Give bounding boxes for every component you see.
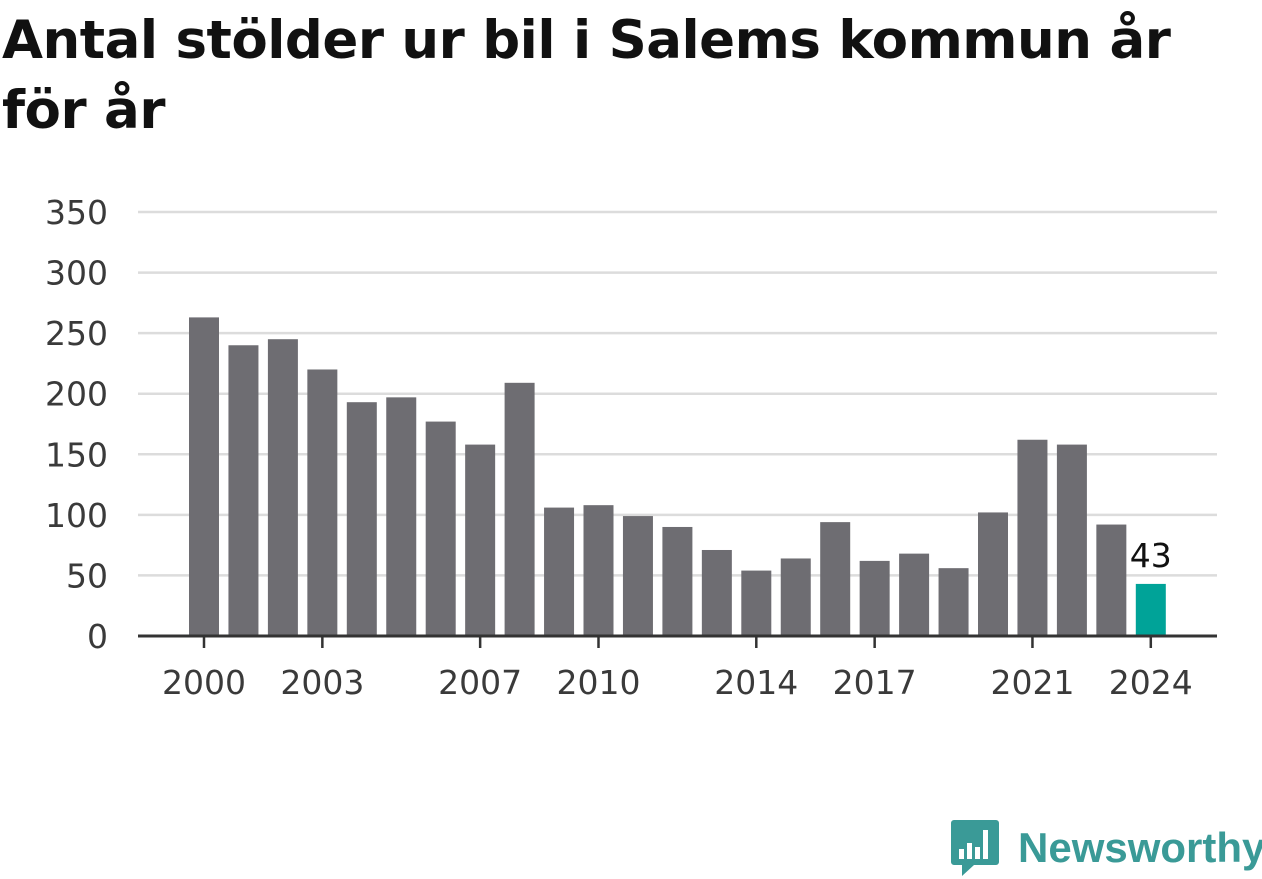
x-tick-label: 2021 bbox=[990, 663, 1074, 702]
bar-2019 bbox=[938, 568, 969, 636]
x-tick-label: 2017 bbox=[833, 663, 917, 702]
bar-2005 bbox=[386, 397, 417, 636]
bar-2022 bbox=[1056, 444, 1087, 636]
brand-name: Newsworthy bbox=[1018, 824, 1262, 871]
bar-2006 bbox=[425, 421, 456, 636]
bar-2008 bbox=[504, 382, 535, 636]
y-tick-label: 200 bbox=[45, 375, 108, 414]
y-tick-label: 150 bbox=[45, 435, 108, 474]
y-tick-label: 0 bbox=[87, 617, 108, 656]
bar-2013 bbox=[701, 549, 732, 636]
bar-2023 bbox=[1096, 524, 1127, 636]
bar-chart-speech-bubble-icon bbox=[951, 820, 999, 876]
x-tick-label: 2010 bbox=[557, 663, 641, 702]
y-tick-label: 250 bbox=[45, 314, 108, 353]
bar-2018 bbox=[899, 553, 930, 636]
y-tick-label: 350 bbox=[45, 193, 108, 232]
x-tick-label: 2003 bbox=[280, 663, 364, 702]
bar-2002 bbox=[267, 339, 298, 636]
bar-2020 bbox=[978, 512, 1008, 636]
newsworthy-logo: Newsworthy bbox=[950, 818, 1262, 878]
bar-2012 bbox=[662, 526, 693, 636]
bar-2007 bbox=[465, 444, 496, 636]
bar-2017 bbox=[859, 560, 890, 636]
x-tick-label: 2007 bbox=[438, 663, 522, 702]
data-label-2024: 43 bbox=[1130, 536, 1172, 575]
bar-2000 bbox=[189, 317, 219, 636]
bar-2009 bbox=[544, 507, 575, 636]
y-tick-label: 50 bbox=[66, 556, 108, 595]
bar-2015 bbox=[780, 558, 811, 636]
bar-2024 bbox=[1135, 583, 1166, 636]
bar-2014 bbox=[741, 570, 772, 636]
bar-2021 bbox=[1017, 439, 1048, 636]
y-tick-label: 100 bbox=[45, 496, 108, 535]
y-tick-label: 300 bbox=[45, 254, 108, 293]
bar-2011 bbox=[622, 516, 653, 636]
bar-2001 bbox=[228, 345, 259, 636]
bar-2016 bbox=[820, 522, 851, 636]
bar-2004 bbox=[346, 402, 377, 636]
x-tick-label: 2024 bbox=[1109, 663, 1193, 702]
x-tick-label: 2000 bbox=[162, 663, 246, 702]
x-tick-label: 2014 bbox=[714, 663, 798, 702]
bar-2003 bbox=[307, 369, 338, 636]
chart-title: Antal stölder ur bil i Salems kommun år … bbox=[2, 10, 1171, 141]
bar-2010 bbox=[583, 505, 614, 636]
